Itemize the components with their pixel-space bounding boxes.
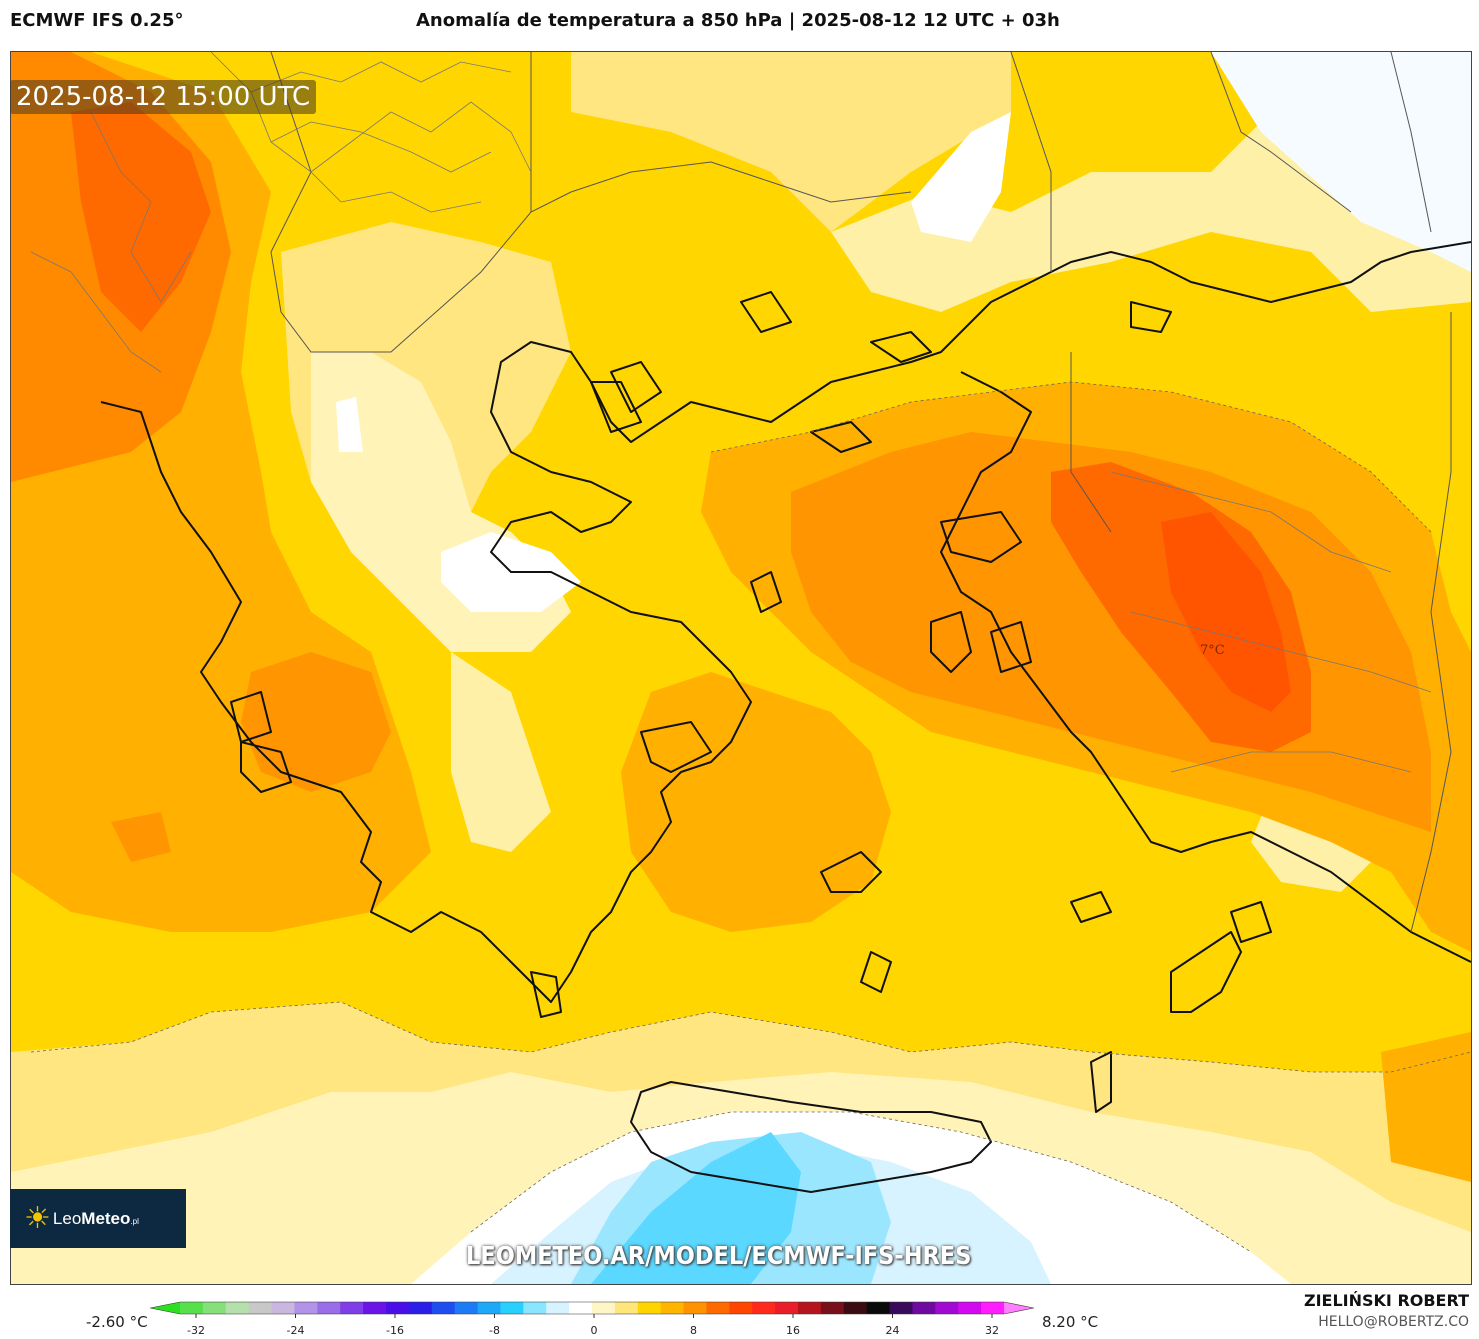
colorbar-segment bbox=[271, 1302, 296, 1314]
anomaly-zone-max bbox=[1051, 472, 1101, 542]
colorbar-arrow-left bbox=[150, 1302, 180, 1314]
max-anomaly-label: 7°C bbox=[1200, 643, 1225, 658]
colorbar-segment bbox=[386, 1302, 410, 1314]
colorbar-segment bbox=[180, 1302, 204, 1314]
admin-borders bbox=[30, 52, 1432, 773]
colorbar-segment bbox=[363, 1302, 387, 1314]
colorbar-segment bbox=[477, 1302, 502, 1314]
chart-title: Anomalía de temperatura a 850 hPa | 2025… bbox=[416, 10, 1060, 31]
colorbar-segment bbox=[912, 1302, 936, 1314]
colorbar-tick-label: -16 bbox=[386, 1324, 404, 1337]
anomaly-zone-orange bbox=[621, 672, 891, 932]
anomaly-zone-cyan-dark bbox=[591, 1132, 801, 1284]
colorbar-segment bbox=[546, 1302, 570, 1314]
anomaly-zone-max bbox=[1161, 512, 1291, 712]
contour-lines bbox=[30, 381, 1471, 1253]
colorbar-segment bbox=[752, 1302, 776, 1314]
colorbar-segment bbox=[683, 1302, 708, 1314]
colorbar-segment bbox=[935, 1302, 959, 1314]
colorbar-max-label: 8.20 °C bbox=[1042, 1313, 1099, 1331]
colorbar-segment bbox=[866, 1302, 891, 1314]
colorbar-segment bbox=[248, 1302, 273, 1314]
author-name: ZIELIŃSKI ROBERT bbox=[1303, 1291, 1469, 1310]
colorbar-outline bbox=[150, 1301, 1034, 1315]
colorbar-tick-label: 24 bbox=[885, 1324, 900, 1337]
colorbar-segment bbox=[775, 1302, 799, 1314]
colorbar-segment bbox=[889, 1302, 914, 1314]
colorbar-segment bbox=[820, 1302, 845, 1314]
temperature-anomaly-map bbox=[11, 52, 1471, 1284]
map-frame: 7°C bbox=[10, 51, 1472, 1285]
model-name: ECMWF IFS 0.25° bbox=[10, 10, 184, 31]
brand-logo[interactable]: ☀ LeoMeteo.pl bbox=[10, 1189, 186, 1248]
colorbar-segment bbox=[225, 1302, 250, 1314]
colorbar-tick-label: -24 bbox=[286, 1324, 305, 1337]
anomaly-zone-orange bbox=[1381, 1032, 1471, 1182]
colorbar-segment bbox=[614, 1302, 639, 1314]
colorbar-segment bbox=[706, 1302, 730, 1314]
colorbar-segment bbox=[660, 1302, 685, 1314]
logo-text: LeoMeteo.pl bbox=[52, 1208, 139, 1228]
colorbar-arrow-right bbox=[1004, 1302, 1034, 1314]
colorbar-min-label: -2.60 °C bbox=[86, 1313, 148, 1331]
colorbar-tick-label: 8 bbox=[690, 1324, 697, 1337]
valid-time-badge: 2025-08-12 15:00 UTC bbox=[10, 80, 317, 114]
sun-icon: ☀ bbox=[24, 1200, 51, 1236]
colorbar bbox=[150, 1301, 1034, 1318]
colorbar-tick-label: -8 bbox=[489, 1324, 500, 1337]
anomaly-zone-white bbox=[911, 112, 1011, 242]
colorbar-segment bbox=[592, 1302, 616, 1314]
colorbar-segment bbox=[958, 1302, 982, 1314]
anomaly-zone-dark-orange bbox=[111, 812, 171, 862]
colorbar-segment bbox=[431, 1302, 456, 1314]
colorbar-segment bbox=[317, 1302, 341, 1314]
anomaly-zone-white bbox=[1211, 52, 1471, 272]
anomaly-zone-max bbox=[71, 102, 211, 332]
colorbar-segment bbox=[500, 1302, 524, 1314]
country-borders bbox=[270, 52, 1452, 933]
source-url[interactable]: LEOMETEO.AR/MODEL/ECMWF-IFS-HRES bbox=[466, 1241, 972, 1270]
colorbar-segment bbox=[454, 1302, 479, 1314]
anomaly-zone-white bbox=[336, 397, 363, 452]
anomaly-zone-light bbox=[571, 52, 1011, 232]
colorbar-tick-label: -32 bbox=[187, 1324, 205, 1337]
colorbar-segment bbox=[523, 1302, 547, 1314]
colorbar-segment bbox=[569, 1302, 593, 1314]
colorbar-segment bbox=[637, 1302, 662, 1314]
colorbar-tick-label: 32 bbox=[985, 1324, 999, 1337]
anomaly-zone-light bbox=[451, 652, 551, 852]
colorbar-segment bbox=[340, 1302, 364, 1314]
colorbar-segment bbox=[843, 1302, 868, 1314]
anomaly-zone-dark-orange bbox=[241, 652, 391, 792]
colorbar-segment bbox=[408, 1302, 433, 1314]
colorbar-segment bbox=[798, 1302, 822, 1314]
colorbar-segment bbox=[729, 1302, 753, 1314]
author-email[interactable]: HELLO@ROBERTZ.CO bbox=[1318, 1314, 1469, 1330]
colorbar-segment bbox=[202, 1302, 227, 1314]
colorbar-segment bbox=[294, 1302, 318, 1314]
coastlines bbox=[100, 241, 1471, 1193]
colorbar-tick-label: 16 bbox=[786, 1324, 800, 1337]
colorbar-segment bbox=[981, 1302, 1005, 1314]
colorbar-tick-label: 0 bbox=[590, 1324, 598, 1337]
